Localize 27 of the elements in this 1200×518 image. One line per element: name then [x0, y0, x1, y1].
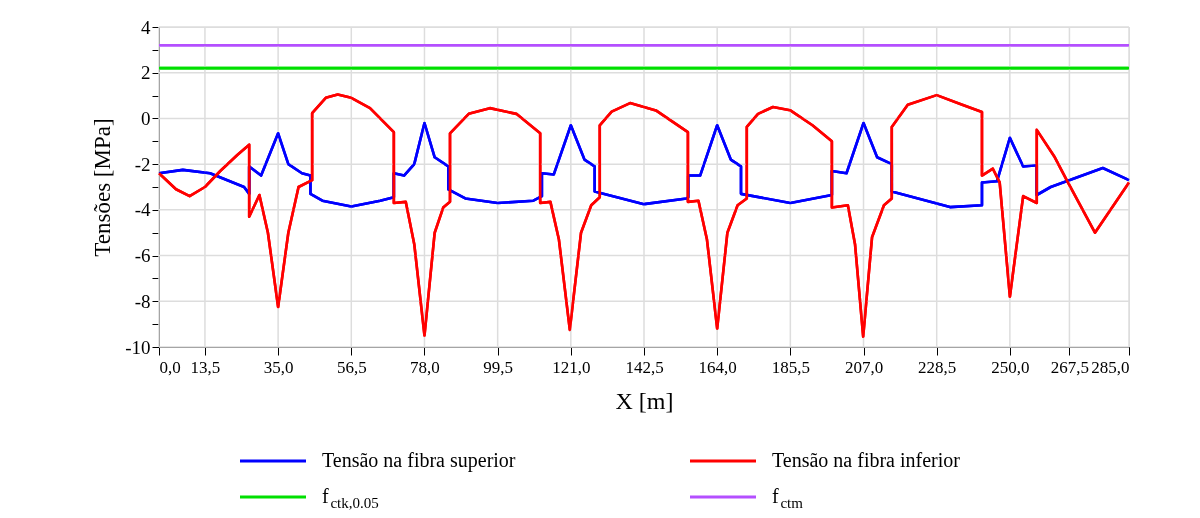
- x-tick-label: 78,0: [410, 357, 440, 377]
- x-tick-label: 285,0: [1091, 357, 1130, 377]
- y-tick-label: -6: [134, 245, 151, 267]
- x-axis-title: X [m]: [615, 387, 674, 414]
- x-tick-label: 185,5: [771, 357, 810, 377]
- x-tick-label: 228,5: [918, 357, 957, 377]
- y-tick-label: -8: [134, 290, 151, 312]
- x-tick-label: 142,5: [625, 357, 664, 377]
- y-tick-label: -2: [134, 153, 151, 175]
- x-tick-label: 250,0: [991, 357, 1030, 377]
- y-tick-label: 2: [141, 62, 151, 84]
- legend-label: Tensão na fibra superior: [322, 449, 516, 472]
- x-tick-label: 267,5: [1050, 357, 1090, 377]
- x-tick-label: 207,0: [844, 357, 884, 377]
- legend-label: Tensão na fibra inferior: [772, 449, 961, 471]
- x-tick-label: 56,5: [336, 357, 367, 377]
- y-axis-title: Tensões [MPa]: [90, 118, 116, 257]
- y-tick-label: 4: [141, 16, 151, 38]
- x-tick-label: 121,0: [552, 357, 591, 377]
- y-tick-label: -10: [125, 336, 151, 358]
- x-tick-label: 99,5: [483, 357, 514, 377]
- x-tick-label: 35,0: [263, 357, 294, 377]
- x-tick-label: 164,0: [698, 357, 737, 377]
- y-tick-label: -4: [134, 199, 151, 221]
- y-tick-label: 0: [141, 107, 151, 129]
- x-tick-label: 13,5: [190, 357, 221, 377]
- x-tick-label: 0,0: [159, 357, 181, 377]
